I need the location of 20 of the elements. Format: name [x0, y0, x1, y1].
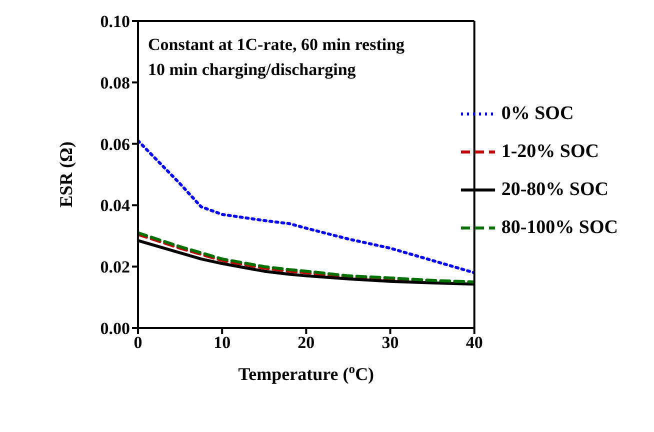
y-tick-label: 0.02: [100, 258, 130, 277]
legend-label: 1-20% SOC: [501, 141, 599, 163]
y-tick-label: 0.08: [100, 73, 130, 92]
x-tick-label: 30: [382, 333, 399, 352]
legend-label: 0% SOC: [501, 103, 574, 125]
y-tick-label: 0.04: [100, 196, 130, 216]
x-tick-label: 0: [134, 333, 142, 352]
x-tick-label: 40: [466, 333, 483, 352]
legend-label: 80-100% SOC: [501, 217, 618, 239]
annotation: Constant at 1C-rate, 60 min resting: [148, 34, 405, 56]
y-tick-label: 0.10: [100, 12, 130, 32]
y-tick-label: 0.06: [100, 134, 130, 154]
x-axis-title: Temperature ($^{o}$C): [238, 362, 374, 384]
legend-label: 20-80% SOC: [501, 179, 608, 201]
annotation: 10 min charging/discharging: [148, 59, 357, 81]
line-series: [138, 139, 474, 274]
y-tick-label: 0.00: [100, 319, 130, 338]
x-tick-label: 20: [298, 333, 315, 352]
x-tick-label: 10: [214, 333, 231, 352]
y-axis-title: ESR (Ω): [56, 142, 76, 208]
